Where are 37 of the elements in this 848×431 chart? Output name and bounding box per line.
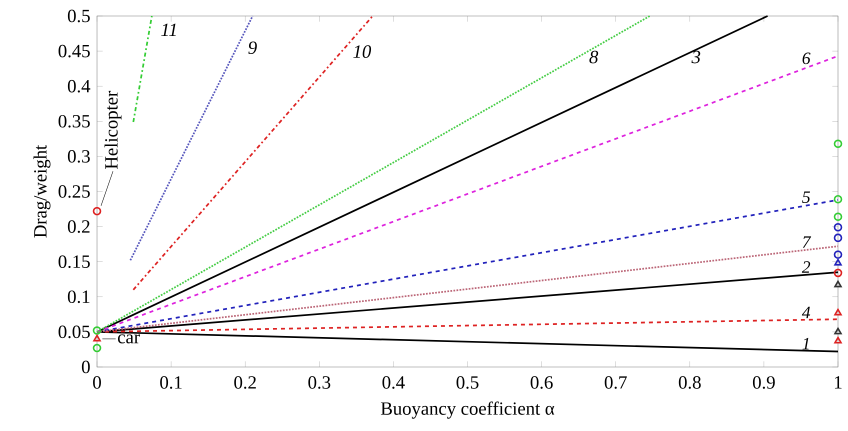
x-tick-label: 0.2 — [234, 376, 256, 389]
y-tick-label: 0.25 — [58, 185, 90, 198]
series-label: 9 — [248, 41, 257, 54]
y-tick-label: 0.35 — [58, 114, 90, 128]
y-tick-label: 0.3 — [68, 150, 90, 163]
y-tick-label: 0.2 — [68, 220, 90, 233]
x-tick-label: 0.9 — [752, 376, 775, 389]
x-tick-label: 1 — [834, 376, 842, 388]
x-tick-label: 0.6 — [530, 376, 553, 389]
series-label: 7 — [802, 236, 812, 248]
series-label: 5 — [802, 191, 810, 203]
x-tick-label: 0.1 — [160, 376, 182, 389]
y-tick-label: 0.4 — [68, 80, 90, 93]
series-label: 8 — [589, 50, 598, 64]
y-tick-label: 0.05 — [58, 326, 90, 338]
series-label: 11 — [161, 24, 176, 36]
series-label: 10 — [353, 45, 372, 58]
x-tick-label: 0.3 — [308, 376, 330, 389]
series-label: 3 — [691, 50, 700, 64]
y-tick-label: 0.5 — [68, 10, 90, 22]
y-axis-title: Drag/weight — [33, 144, 50, 238]
y-tick-label: 0.1 — [68, 290, 90, 304]
series-label: 2 — [802, 261, 810, 273]
y-tick-label: 0.45 — [58, 44, 90, 58]
series-label: 4 — [802, 306, 810, 318]
y-tick-label: 0 — [82, 360, 90, 374]
x-tick-label: 0.5 — [456, 376, 478, 389]
x-tick-label: 0.8 — [678, 376, 701, 389]
x-axis-title: Buoyancy coefficient α — [380, 402, 554, 419]
annotation: car — [118, 334, 140, 344]
y-tick-label: 0.15 — [58, 255, 90, 268]
x-tick-label: 0.7 — [604, 376, 627, 389]
x-tick-label: 0 — [93, 376, 101, 389]
annotation: Helicopter — [104, 90, 122, 170]
x-tick-label: 0.4 — [382, 376, 405, 389]
series-label: 1 — [802, 338, 809, 350]
series-label: 6 — [802, 52, 810, 64]
